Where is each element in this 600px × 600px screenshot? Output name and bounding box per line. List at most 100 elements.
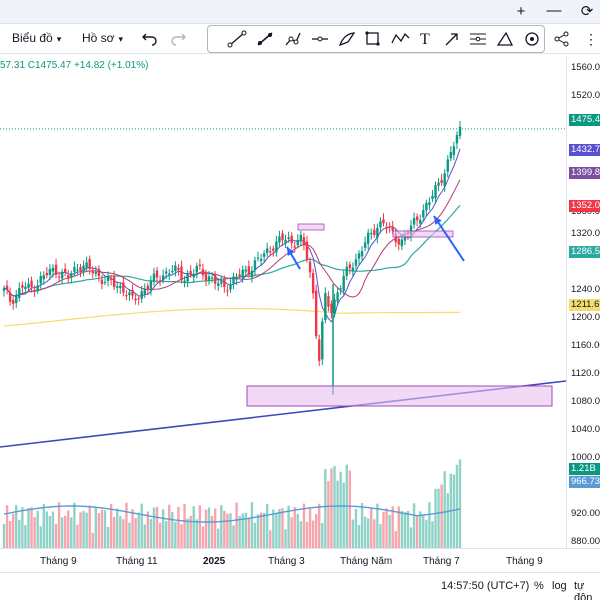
redo-icon[interactable] — [168, 29, 188, 49]
settings-circle-icon[interactable] — [525, 32, 539, 46]
volume-bar — [342, 482, 345, 548]
volume-bar — [339, 471, 342, 548]
volume-bar — [440, 484, 443, 548]
candle-body — [94, 271, 98, 274]
volume-bar — [67, 510, 70, 548]
volume-bar — [76, 524, 79, 548]
ray-icon[interactable] — [257, 32, 273, 46]
volume-bar — [128, 522, 131, 548]
volume-bar — [207, 507, 211, 548]
ma-slow-line — [3, 205, 461, 297]
restore-icon[interactable]: ⟳ — [580, 3, 594, 20]
candle-body — [180, 266, 183, 281]
undo-icon[interactable] — [140, 29, 160, 49]
volume-bar — [376, 503, 379, 548]
candle-body — [348, 264, 352, 269]
volume-bar — [70, 517, 73, 548]
candle-body — [235, 277, 238, 280]
auto-toggle[interactable]: tự độn — [574, 580, 593, 600]
price-axis[interactable]: 1560.001520.001440.001360.001320.001240.… — [566, 56, 600, 548]
profile-dropdown[interactable]: Hồ sơ ▾ — [82, 31, 123, 45]
horizontal-line-icon[interactable] — [312, 36, 328, 42]
candle-body — [290, 235, 293, 244]
volume-bar — [321, 522, 324, 548]
candle-body — [370, 232, 373, 235]
candle-body — [382, 219, 385, 224]
volume-bar — [100, 509, 104, 548]
path-icon[interactable] — [391, 32, 410, 44]
volume-bar — [419, 511, 422, 548]
volume-bar — [290, 517, 293, 548]
more-menu-icon[interactable]: ⋮ — [584, 31, 598, 47]
volume-bar — [391, 506, 394, 548]
minimize-button[interactable]: — — [546, 2, 562, 19]
candle-body — [232, 276, 235, 284]
add-tab-button[interactable]: + — [516, 3, 526, 20]
status-bar: 14:57:50 (UTC+7) % log tự độn — [0, 572, 600, 600]
price-tick-label: 1120.00 — [571, 368, 600, 379]
extended-line-icon[interactable] — [285, 32, 301, 46]
candle-body — [186, 273, 189, 282]
candle-body — [357, 253, 361, 259]
candle-body — [449, 152, 453, 159]
arrow-icon[interactable] — [445, 33, 458, 46]
share-icon[interactable] — [552, 29, 572, 49]
candle-body — [311, 273, 315, 294]
volume-bar — [195, 519, 199, 548]
candle-body — [238, 274, 241, 277]
rectangle-icon[interactable] — [365, 31, 380, 46]
candle-body — [116, 286, 119, 288]
text-icon[interactable]: T — [420, 31, 430, 48]
volume-bar — [223, 510, 226, 548]
candle-body — [131, 290, 134, 296]
time-tick-label: 2025 — [203, 556, 226, 567]
volume-bar — [265, 504, 269, 548]
price-tick-label: 880.00 — [571, 536, 600, 547]
volume-bar — [412, 503, 416, 548]
volume-bar — [109, 503, 113, 548]
volume-bar — [409, 527, 413, 548]
volume-bar — [357, 525, 361, 548]
candle-body — [253, 260, 257, 271]
log-toggle[interactable]: log — [552, 580, 567, 592]
volume-bar — [201, 526, 205, 548]
time-tick-label: Tháng 9 — [506, 556, 543, 567]
candle-body — [30, 280, 33, 287]
chart-menu-dropdown[interactable]: Biểu đồ ▾ — [12, 31, 61, 45]
measure-icon[interactable] — [496, 31, 514, 46]
volume-bar — [253, 522, 257, 548]
price-tag: 1432.76 — [569, 144, 600, 156]
candle-body — [204, 272, 208, 281]
candle-body — [201, 269, 205, 276]
candle-body — [48, 268, 52, 276]
percent-toggle[interactable]: % — [534, 580, 544, 592]
volume-bar — [36, 510, 39, 548]
volume-bar — [2, 524, 6, 548]
volume-bar — [229, 513, 232, 548]
price-tick-label: 1320.00 — [571, 228, 600, 239]
candle-body — [168, 273, 171, 275]
volume-bar — [296, 513, 299, 548]
volume-bar — [336, 480, 339, 548]
volume-bar — [5, 505, 9, 548]
candle-body — [51, 267, 55, 272]
candle-body — [45, 272, 49, 276]
candle-body — [428, 202, 431, 206]
fib-icon[interactable] — [470, 33, 486, 45]
svg-text:T: T — [420, 31, 430, 48]
candle-body — [155, 270, 159, 278]
volume-bar — [373, 519, 376, 548]
candle-body — [388, 226, 391, 228]
volume-bar — [21, 507, 24, 548]
candle-body — [195, 265, 199, 273]
candle-body — [174, 265, 177, 271]
price-chart[interactable] — [0, 56, 566, 548]
candle-body — [192, 273, 195, 278]
time-axis[interactable]: Tháng 9 Tháng 11 2025 Tháng 3 Tháng Năm Tháng… — [0, 548, 600, 572]
brush-icon[interactable] — [338, 32, 356, 47]
trend-line-icon[interactable] — [227, 30, 247, 48]
volume-bar — [428, 502, 431, 548]
drawing-toolbar: T — [207, 25, 545, 53]
volume-bar — [318, 503, 321, 548]
volume-bar — [177, 506, 180, 548]
